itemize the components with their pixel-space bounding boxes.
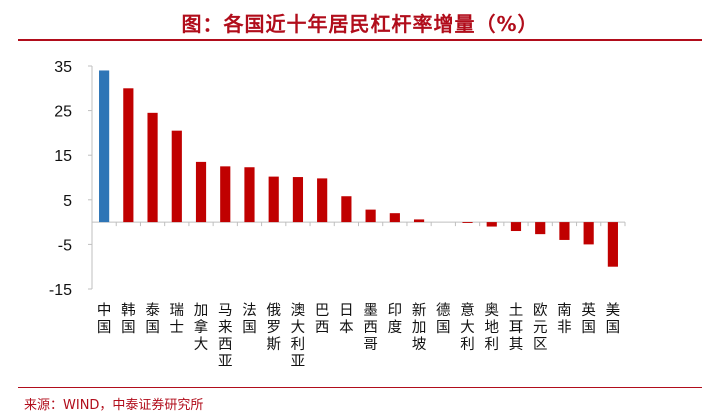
category-label: 法 — [242, 302, 257, 319]
bar — [317, 178, 328, 223]
category-label: 加 — [194, 302, 209, 319]
bar — [171, 130, 182, 223]
category-label: 国 — [436, 320, 451, 336]
bar — [559, 222, 570, 240]
category-label: 俄 — [266, 302, 281, 319]
y-tick-label: -15 — [49, 282, 72, 299]
category-label: 本 — [339, 319, 354, 336]
bar — [583, 222, 594, 245]
category-label: 元 — [533, 320, 548, 336]
category-label: 意 — [460, 301, 475, 319]
category-label: 欧 — [533, 302, 548, 319]
category-label: 耳 — [509, 320, 524, 336]
title-bar: 图：各国近十年居民杠杆率增量（%） — [0, 0, 720, 41]
category-label: 国 — [606, 320, 621, 336]
category-label: 国 — [121, 320, 136, 336]
bar — [292, 177, 304, 223]
category-label: 哥 — [363, 337, 378, 353]
category-label: 国 — [97, 320, 112, 336]
category-label: 德 — [436, 302, 451, 319]
category-label: 利 — [291, 336, 306, 353]
y-tick-label: 25 — [54, 104, 72, 121]
category-label: 奥 — [485, 302, 500, 319]
category-label: 土 — [509, 302, 524, 319]
category-label: 区 — [533, 337, 548, 353]
category-label: 马 — [218, 302, 233, 319]
category-label: 中 — [97, 302, 112, 319]
bar — [147, 112, 158, 223]
category-label: 英 — [581, 301, 596, 319]
category-label: 瑞 — [170, 302, 185, 319]
chart-title: 图：各国近十年居民杠杆率增量（%） — [181, 12, 539, 36]
bar — [486, 222, 497, 227]
category-label: 巴 — [315, 303, 330, 319]
bar — [195, 161, 207, 223]
bar — [510, 222, 522, 232]
category-label: 西 — [363, 320, 378, 336]
category-label: 国 — [145, 320, 160, 336]
category-label: 罗 — [266, 320, 281, 336]
category-label: 亚 — [291, 354, 306, 370]
bar — [220, 166, 231, 223]
y-tick-label: 35 — [54, 59, 72, 76]
category-label: 大 — [291, 319, 306, 336]
category-label: 非 — [557, 319, 572, 336]
category-label: 其 — [509, 336, 524, 353]
category-label: 澳 — [291, 302, 306, 319]
y-tick-label: 5 — [63, 193, 72, 210]
category-label: 来 — [218, 319, 233, 336]
bar — [462, 222, 473, 223]
bar — [607, 222, 618, 267]
bar — [413, 219, 425, 223]
category-label: 南 — [557, 302, 572, 319]
bar — [268, 176, 279, 223]
category-label: 大 — [460, 319, 475, 336]
category-label: 士 — [170, 319, 185, 336]
category-label: 墨 — [363, 303, 378, 319]
category-label: 国 — [242, 320, 257, 336]
category-label: 拿 — [194, 318, 209, 336]
footer-divider — [18, 387, 702, 388]
category-label: 坡 — [412, 336, 427, 353]
bar — [389, 213, 400, 223]
category-label: 国 — [581, 320, 596, 336]
bar — [365, 209, 376, 223]
category-label: 日 — [339, 303, 354, 319]
bar — [99, 70, 110, 223]
bar — [341, 196, 352, 223]
bar — [244, 167, 255, 223]
category-label: 新 — [412, 302, 427, 319]
category-label: 度 — [388, 319, 403, 336]
category-label: 利 — [460, 336, 475, 353]
category-label: 斯 — [266, 336, 281, 353]
y-tick-label: 15 — [54, 148, 72, 165]
category-label: 印 — [388, 302, 403, 319]
category-label: 韩 — [121, 302, 136, 319]
category-label: 地 — [485, 319, 500, 336]
category-label: 美 — [606, 302, 621, 319]
bar — [123, 88, 134, 223]
y-tick-label: -5 — [58, 237, 72, 254]
category-label: 西 — [315, 320, 330, 336]
category-label: 大 — [194, 336, 209, 353]
category-label: 利 — [485, 336, 500, 353]
category-label: 西 — [218, 337, 233, 353]
source-note: 来源：WIND，中泰证券研究所 — [24, 398, 204, 413]
bar — [535, 222, 546, 235]
category-label: 加 — [412, 319, 427, 336]
category-label: 泰 — [145, 302, 160, 319]
title-divider — [18, 39, 702, 41]
category-label: 亚 — [218, 354, 233, 370]
